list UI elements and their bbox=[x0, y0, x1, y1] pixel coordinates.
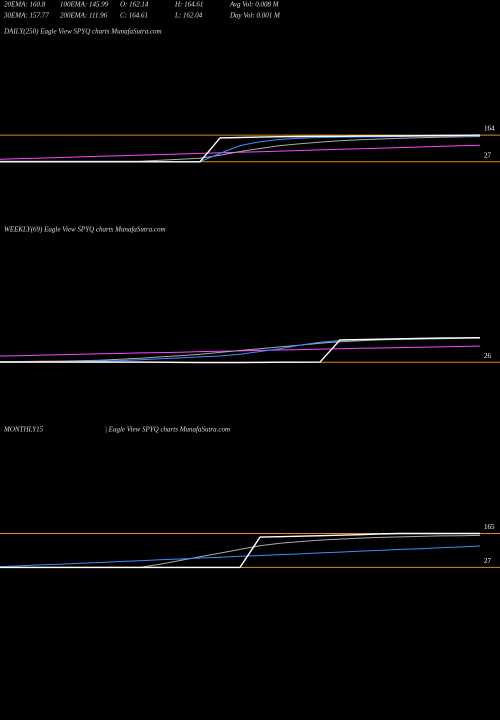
price-line bbox=[0, 144, 481, 160]
level-label: 26 bbox=[484, 352, 492, 360]
stat: 20EMA: 160.8 bbox=[4, 1, 46, 9]
level-label: 27 bbox=[484, 151, 492, 159]
level-label: 164 bbox=[484, 125, 495, 133]
stat: 200EMA: 111.96 bbox=[60, 12, 108, 20]
level-label: 27 bbox=[484, 557, 492, 565]
price-line bbox=[0, 545, 481, 568]
price-line bbox=[0, 532, 480, 569]
stat: C: 164.61 bbox=[120, 12, 148, 20]
panel-title: MONTHLY15 bbox=[3, 426, 44, 434]
price-line bbox=[0, 337, 481, 364]
panel-title: DAILY(250) Eagle View SPYQ charts Munafa… bbox=[3, 28, 162, 36]
panel-subtitle: | Eagle View SPYQ charts MunafaSutra.com bbox=[105, 426, 230, 434]
stat: H: 164.61 bbox=[174, 1, 203, 9]
stat: Day Vol: 0.001 M bbox=[229, 12, 281, 20]
panel-title: WEEKLY(69) Eagle View SPYQ charts Munafa… bbox=[4, 226, 166, 234]
price-line bbox=[0, 134, 481, 163]
stat: 30EMA: 157.77 bbox=[3, 12, 49, 20]
stat: Avg Vol: 0.008 M bbox=[229, 1, 280, 9]
level-label: 165 bbox=[484, 523, 495, 531]
stat: O: 162.14 bbox=[120, 1, 149, 9]
stat: 100EMA: 145.99 bbox=[60, 1, 109, 9]
stat: L: 162.04 bbox=[174, 12, 203, 20]
